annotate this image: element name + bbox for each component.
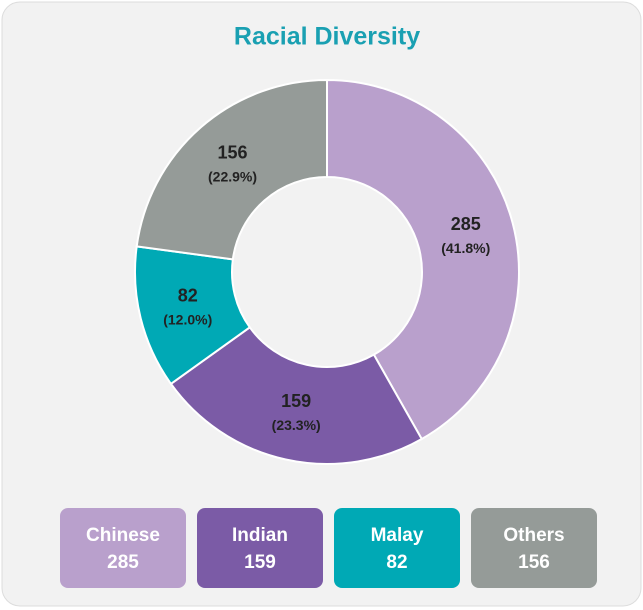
- chart-title: Racial Diversity: [234, 23, 420, 51]
- legend-name: Others: [503, 525, 564, 546]
- percent-label: (23.3%): [272, 417, 321, 433]
- legend-name: Chinese: [86, 525, 160, 546]
- legend-value: 285: [107, 552, 139, 573]
- legend-value: 156: [518, 552, 550, 573]
- donut-slice: [326, 78, 520, 441]
- value-label: 156: [218, 143, 248, 163]
- value-label: 285: [451, 214, 481, 234]
- legend-name: Indian: [232, 525, 288, 546]
- legend-box: [471, 508, 597, 588]
- legend-value: 82: [386, 552, 407, 573]
- legend-value: 159: [244, 552, 276, 573]
- donut-slice: [135, 78, 328, 261]
- percent-label: (12.0%): [163, 311, 212, 327]
- percent-label: (22.9%): [208, 169, 257, 185]
- legend-name: Malay: [371, 525, 424, 546]
- donut-slice: [169, 325, 424, 465]
- legend-box: [197, 508, 323, 588]
- legend-box: [334, 508, 460, 588]
- percent-label: (41.8%): [441, 240, 490, 256]
- value-label: 82: [178, 285, 198, 305]
- legend-box: [60, 508, 186, 588]
- value-label: 159: [281, 391, 311, 411]
